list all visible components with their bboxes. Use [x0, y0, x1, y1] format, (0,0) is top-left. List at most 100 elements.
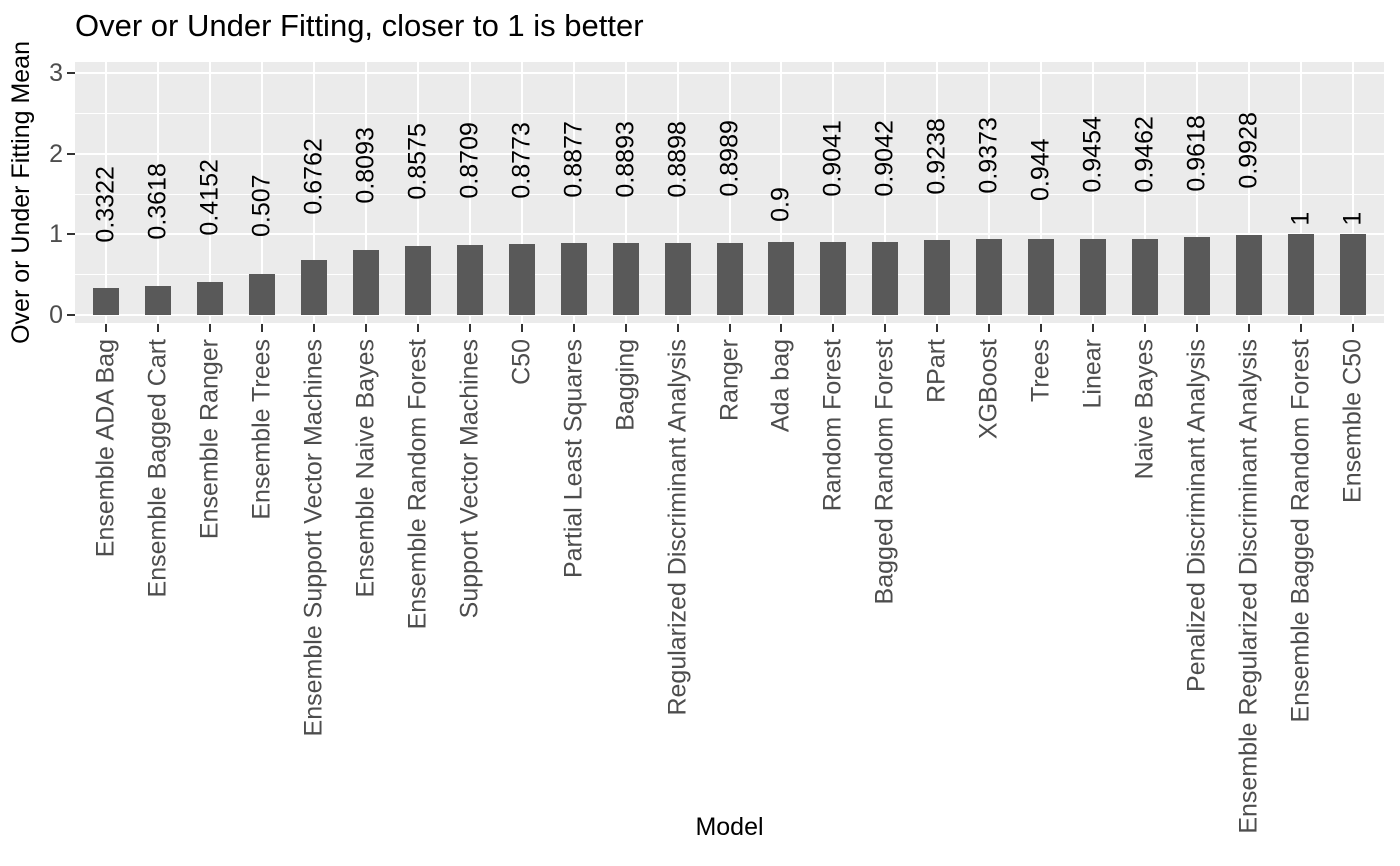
x-tick-label: Ensemble Support Vector Machines: [299, 339, 327, 736]
category-gridline: [416, 62, 419, 323]
bar: [664, 243, 691, 315]
value-label-text: 0.3618: [143, 163, 172, 240]
value-label-text: 0.9454: [1078, 116, 1107, 193]
value-label: 0.4152: [196, 159, 224, 235]
bar: [145, 285, 172, 315]
value-label: 1: [1338, 212, 1367, 226]
x-tick-mark: [520, 324, 523, 332]
value-label: 0.8093: [351, 127, 380, 204]
x-tick-label-text: Ensemble C50: [1338, 339, 1367, 503]
bar: [404, 245, 431, 315]
x-tick-label-text: Naive Bayes: [1130, 339, 1159, 480]
x-tick-label: Bagging: [611, 339, 640, 431]
x-tick-mark: [261, 324, 263, 332]
x-tick-label: RPart: [922, 339, 951, 403]
category-gridline: [676, 62, 679, 323]
x-tick-mark: [1247, 324, 1250, 332]
bar: [1235, 234, 1262, 315]
x-tick-label: Naive Bayes: [1130, 339, 1159, 480]
value-label-text: 0.9: [766, 186, 795, 222]
value-label: 0.8709: [455, 122, 484, 199]
value-label: 0.9928: [1234, 113, 1262, 189]
x-tick-label-text: Random Forest: [818, 339, 847, 512]
x-tick-label-text: C50: [507, 339, 536, 385]
value-label: 0.6762: [299, 138, 328, 215]
y-tick-mark: [67, 152, 75, 155]
category-gridline: [1040, 62, 1043, 323]
value-label-text: 0.8575: [403, 123, 432, 200]
value-label-text: 0.6762: [299, 138, 328, 215]
bar: [1287, 234, 1314, 315]
value-label: 0.8575: [403, 123, 432, 200]
value-label-text: 0.9042: [870, 119, 899, 197]
value-label-text: 0.8877: [559, 121, 588, 198]
y-tick-mark: [67, 233, 75, 236]
x-tick-label-text: Linear: [1078, 339, 1107, 409]
bar: [560, 243, 587, 315]
x-tick-label-text: Bagged Random Forest: [870, 339, 899, 605]
x-tick-label: Partial Least Squares: [559, 339, 588, 579]
x-tick-mark: [780, 324, 783, 332]
x-tick-mark: [832, 324, 835, 332]
bar: [300, 260, 327, 315]
value-label: 0.9042: [870, 119, 899, 197]
value-label-text: 0.9238: [922, 118, 951, 195]
category-gridline: [936, 62, 939, 323]
category-gridline: [780, 62, 783, 323]
x-tick-label-text: Trees: [1026, 339, 1055, 402]
x-tick-mark: [157, 324, 160, 332]
bar: [924, 240, 951, 315]
x-tick-label-text: Penalized Discriminant Analysis: [1182, 339, 1211, 692]
bar: [1184, 237, 1210, 315]
x-tick-label-text: Regularized Discriminant Analysis: [663, 339, 692, 716]
bar: [1028, 238, 1055, 315]
x-tick-mark: [468, 324, 471, 332]
x-tick-label-text: Bagging: [611, 339, 640, 431]
value-label-text: 1: [1338, 212, 1367, 226]
y-tick-label: 0: [49, 301, 63, 329]
y-tick-label: 2: [49, 139, 63, 168]
bar: [1339, 234, 1366, 315]
category-gridline: [1299, 62, 1302, 323]
value-label: 0.9618: [1183, 115, 1211, 191]
x-tick-label: Ensemble Bagged Random Forest: [1286, 339, 1314, 723]
bar: [820, 242, 847, 315]
value-label: 0.9454: [1078, 116, 1107, 193]
category-gridline: [1144, 62, 1147, 323]
x-tick-label: Bagged Random Forest: [870, 339, 899, 605]
value-label: 0.3618: [143, 163, 172, 240]
x-tick-label: Ensemble Trees: [248, 339, 276, 520]
bar: [249, 274, 275, 315]
y-tick-label: 3: [49, 58, 63, 87]
bar: [93, 288, 120, 315]
x-tick-mark: [1092, 324, 1095, 332]
bar: [1132, 238, 1159, 315]
category-gridline: [261, 62, 263, 323]
x-tick-mark: [624, 324, 627, 332]
value-label-text: 0.8893: [611, 120, 640, 198]
category-gridline: [884, 62, 887, 323]
category-gridline: [468, 62, 471, 323]
x-tick-label-text: Ensemble ADA Bag: [91, 339, 120, 558]
x-tick-mark: [676, 324, 679, 332]
value-label: 0.8898: [663, 121, 691, 197]
category-gridline: [572, 62, 575, 323]
category-gridline: [209, 62, 212, 323]
value-label-text: 0.8093: [351, 127, 380, 204]
y-axis-title: Over or Under Fitting Mean: [4, 41, 38, 344]
value-label: 0.9373: [974, 117, 1003, 194]
category-gridline: [520, 62, 523, 323]
x-tick-mark: [1299, 324, 1302, 332]
value-label: 0.944: [1027, 139, 1055, 202]
category-gridline: [157, 62, 160, 323]
x-tick-label: Ensemble Ranger: [196, 339, 224, 539]
x-tick-label: XGBoost: [975, 339, 1003, 439]
x-tick-label-text: RPart: [922, 339, 951, 403]
x-tick-label: Support Vector Machines: [455, 339, 483, 618]
value-label: 0.8773: [507, 122, 535, 198]
value-label-text: 0.8709: [455, 122, 484, 199]
value-label-text: 0.9373: [974, 117, 1003, 194]
x-tick-label-text: Partial Least Squares: [559, 339, 588, 579]
x-tick-label-text: Ensemble Naive Bayes: [351, 339, 380, 598]
